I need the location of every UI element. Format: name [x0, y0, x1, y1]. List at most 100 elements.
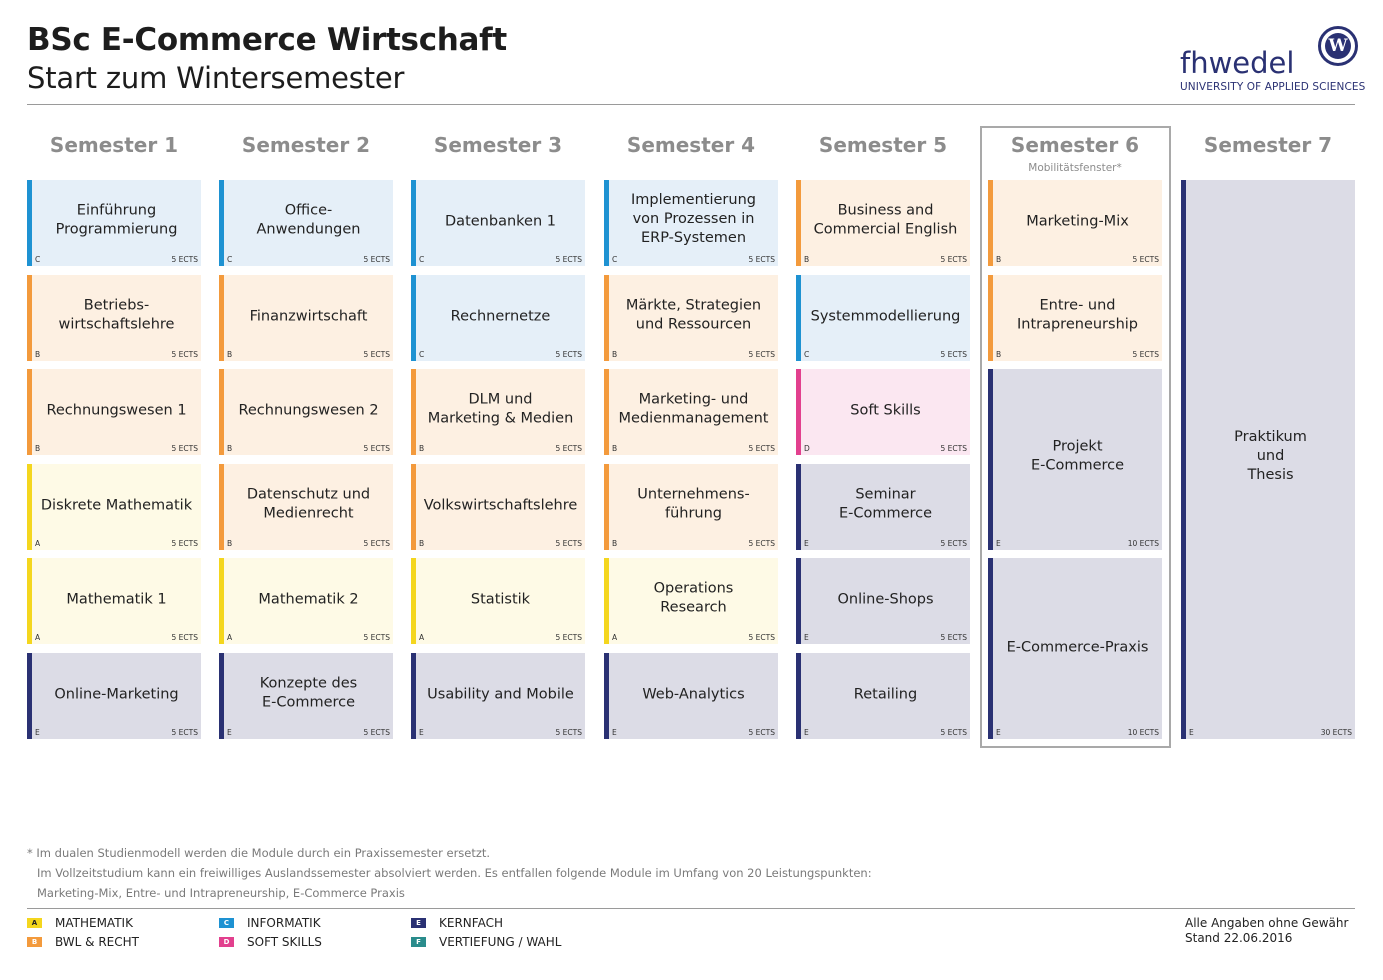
module-card: Rechnernetze C 5 ECTS [411, 274, 585, 361]
module-category-code: A [35, 538, 41, 548]
module-name: Volkswirtschaftslehre [423, 497, 578, 514]
legend-label: INFORMATIK [247, 916, 321, 930]
module-card: Operations Research A 5 ECTS [604, 558, 778, 645]
module-category-code: E [996, 727, 1001, 737]
module-card: Statistik A 5 ECTS [411, 558, 585, 645]
semester-header-4: Semester 4 [626, 133, 756, 157]
legend-label: BWL & RECHT [55, 935, 139, 949]
module-name: E-Commerce-Praxis [1006, 639, 1149, 656]
module-name: Business and Commercial English [813, 202, 958, 238]
module-card: Seminar E-Commerce E 5 ECTS [796, 463, 970, 550]
module-category-code: B [227, 538, 233, 548]
module-category-code: C [419, 349, 425, 359]
semester-note: Mobilitätsfenster* [1028, 162, 1122, 174]
module-name: DLM und Marketing & Medien [427, 391, 574, 427]
module-name: Seminar E-Commerce [838, 486, 933, 522]
module-ects: 5 ECTS [171, 255, 198, 264]
module-name: Online-Marketing [54, 686, 179, 703]
module-category-code: B [227, 444, 233, 454]
module-card: E-Commerce-Praxis E 10 ECTS [988, 558, 1162, 739]
module-category-code: E [804, 728, 809, 737]
module-name: Einführung Programmierung [55, 202, 178, 238]
module-name: Soft Skills [850, 402, 921, 419]
module-card: Märkte, Strategien und Ressourcen B 5 ECTS [604, 274, 778, 361]
module-card: Marketing- und Medienmanagement B 5 ECTS [604, 369, 778, 456]
module-category-code: A [612, 633, 618, 643]
module-ects: 5 ECTS [748, 349, 775, 359]
module-card: Rechnungswesen 2 B 5 ECTS [219, 369, 393, 456]
module-name: Operations Research [653, 581, 734, 617]
module-name: Implementierung von Prozessen in ERP-Sys… [631, 192, 756, 247]
semester-header-3: Semester 3 [433, 133, 563, 157]
legend-swatch: A [27, 918, 42, 928]
module-category-code: E [612, 728, 617, 737]
fh-wedel-logo: fhwedel W UNIVERSITY OF APPLIED SCIENCES [1176, 26, 1365, 96]
module-category-code: E [996, 538, 1001, 548]
legend-swatch: F [411, 937, 426, 947]
module-card: Volkswirtschaftslehre B 5 ECTS [411, 463, 585, 550]
module-category-code: E [227, 728, 232, 737]
module-ects: 5 ECTS [555, 633, 582, 643]
logo-emblem-icon: W [1318, 26, 1358, 66]
module-ects: 5 ECTS [1132, 255, 1159, 264]
module-name: Datenbanken 1 [445, 213, 556, 230]
module-ects: 5 ECTS [940, 444, 967, 454]
module-ects: 5 ECTS [171, 444, 198, 454]
module-name: Finanzwirtschaft [249, 307, 368, 324]
module-card: Web-Analytics E 5 ECTS [604, 653, 778, 739]
semester-header-6: Semester 6 [1010, 133, 1140, 157]
module-card: Unternehmens- führung B 5 ECTS [604, 463, 778, 550]
legend-label: SOFT SKILLS [247, 935, 322, 949]
legend-item: A MATHEMATIK [27, 916, 207, 931]
module-category-code: C [612, 255, 618, 264]
module-ects: 5 ECTS [940, 349, 967, 359]
module-name: Konzepte des E-Commerce [259, 675, 358, 711]
legend-item: E KERNFACH [411, 916, 591, 931]
module-category-code: B [227, 349, 233, 359]
module-name: Betriebs- wirtschaftslehre [58, 297, 175, 333]
module-card: Online-Shops E 5 ECTS [796, 558, 970, 645]
legend-item: D SOFT SKILLS [219, 935, 399, 950]
module-ects: 30 ECTS [1320, 728, 1352, 737]
module-category-code: B [996, 255, 1002, 264]
module-card: DLM und Marketing & Medien B 5 ECTS [411, 369, 585, 456]
module-category-code: B [804, 255, 810, 264]
logo-wordmark: fhwedel [1180, 46, 1295, 80]
date-stamp: Stand 22.06.2016 [1185, 931, 1293, 945]
logo-emblem-letter: W [1328, 36, 1348, 56]
module-name: Statistik [470, 591, 531, 608]
module-card: Marketing-Mix B 5 ECTS [988, 180, 1162, 266]
module-category-code: D [804, 444, 810, 454]
module-card: Retailing E 5 ECTS [796, 653, 970, 739]
semester-header-7: Semester 7 [1203, 133, 1333, 157]
legend-item: C INFORMATIK [219, 916, 399, 931]
module-name: Web-Analytics [642, 686, 745, 703]
module-card: Mathematik 1 A 5 ECTS [27, 558, 201, 645]
module-ects: 5 ECTS [555, 444, 582, 454]
header-divider [27, 104, 1355, 105]
module-category-code: E [1189, 728, 1194, 737]
module-card: Projekt E-Commerce E 10 ECTS [988, 369, 1162, 550]
module-ects: 5 ECTS [171, 538, 198, 548]
module-name: Usability and Mobile [427, 686, 574, 703]
module-category-code: E [419, 728, 424, 737]
module-name: Datenschutz und Medienrecht [246, 486, 371, 522]
legend-swatch: C [219, 918, 234, 928]
module-name: Entre- und Intrapreneurship [1016, 297, 1138, 333]
module-name: Projekt E-Commerce [1030, 439, 1125, 475]
footer-divider [27, 908, 1355, 909]
module-name: Mathematik 2 [258, 591, 359, 608]
module-card: Usability and Mobile E 5 ECTS [411, 653, 585, 739]
legend-item: F VERTIEFUNG / WAHL [411, 935, 591, 950]
module-category-code: C [419, 255, 425, 264]
module-card: Konzepte des E-Commerce E 5 ECTS [219, 653, 393, 739]
module-card: Mathematik 2 A 5 ECTS [219, 558, 393, 645]
module-card: Diskrete Mathematik A 5 ECTS [27, 463, 201, 550]
module-ects: 5 ECTS [748, 728, 775, 737]
module-category-code: B [612, 444, 618, 454]
mobility-window-frame [980, 126, 1171, 748]
module-name: Rechnernetze [450, 307, 551, 324]
module-ects: 5 ECTS [555, 255, 582, 264]
module-ects: 5 ECTS [748, 633, 775, 643]
legend-item: B BWL & RECHT [27, 935, 207, 950]
